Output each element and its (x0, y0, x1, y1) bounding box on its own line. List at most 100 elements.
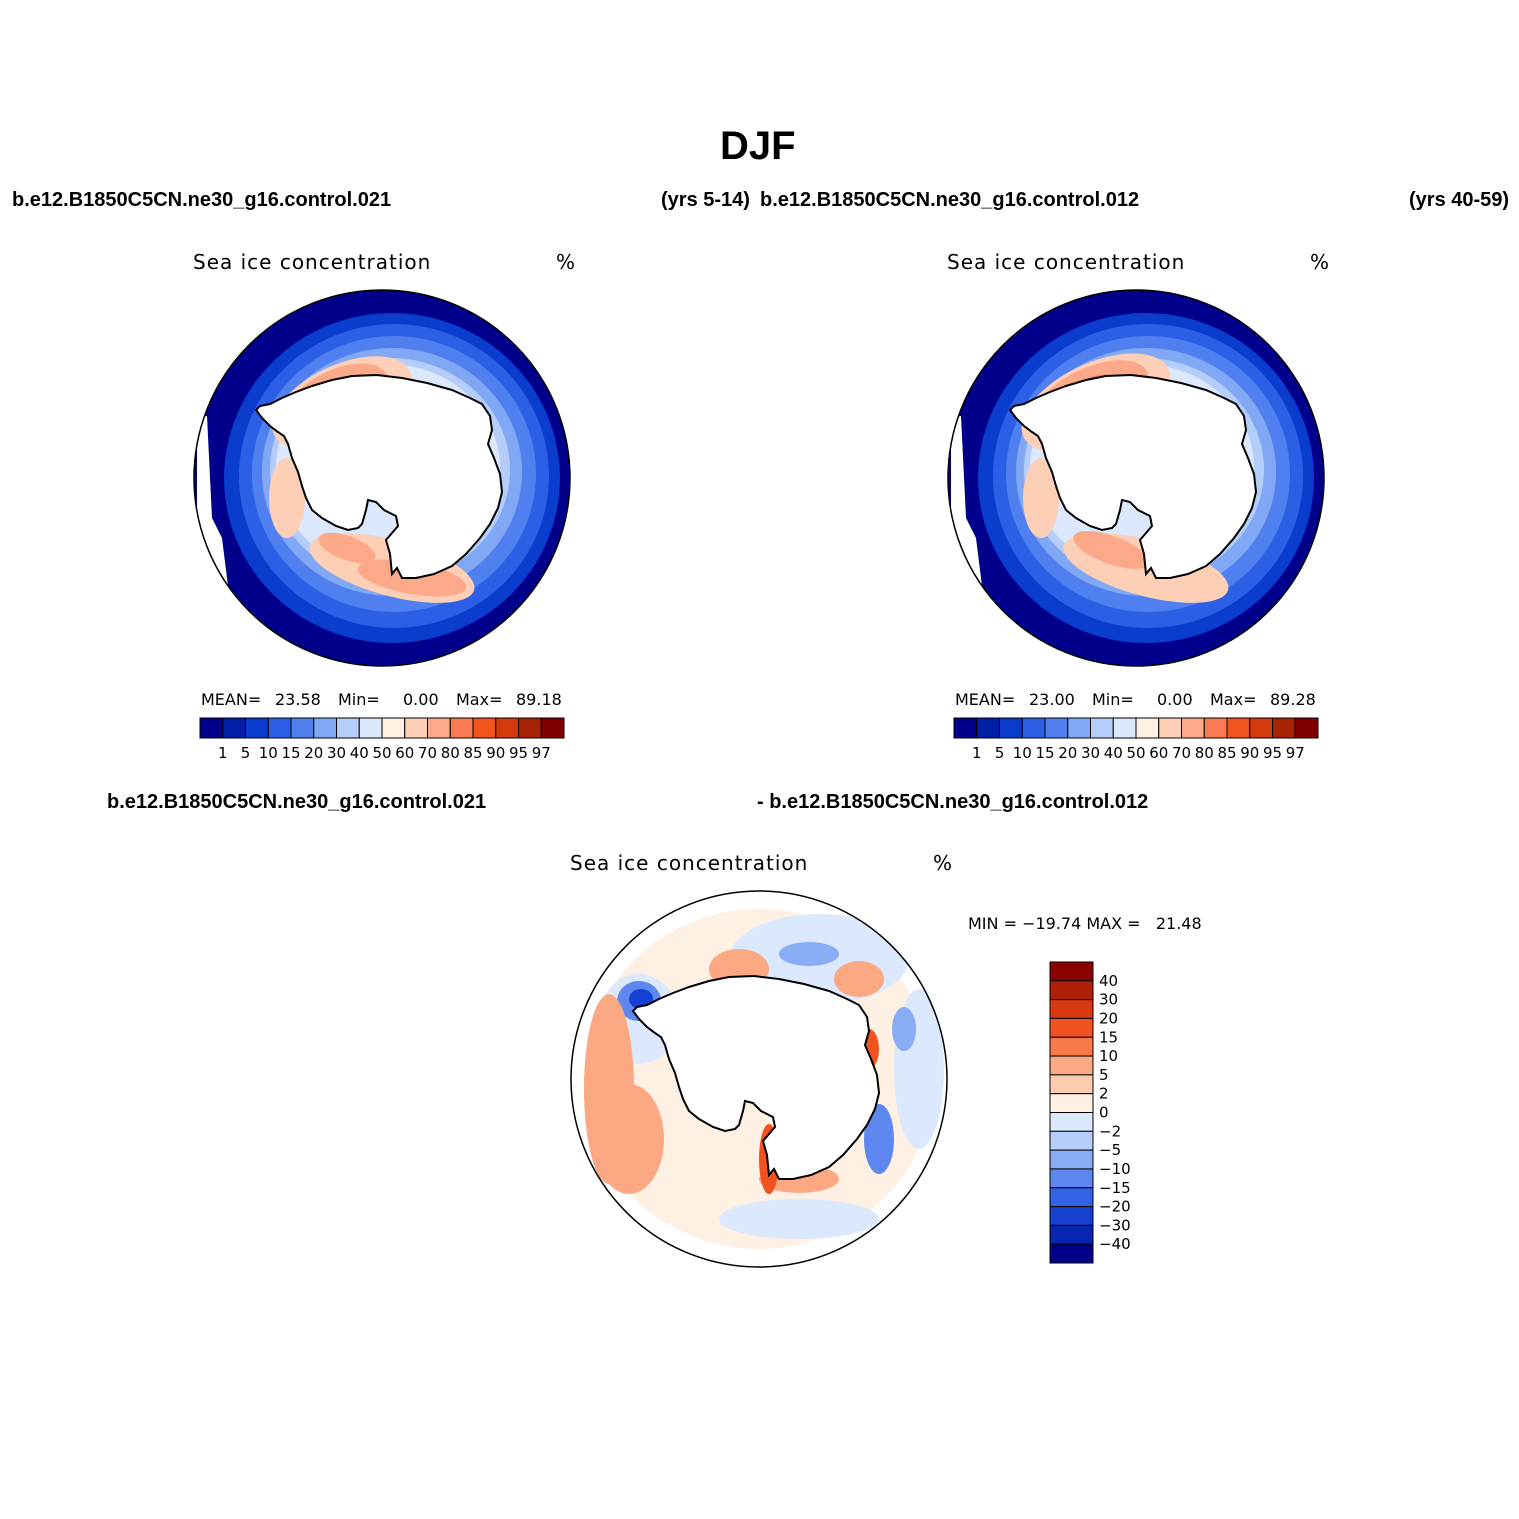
colorbar-1-tick-label: 40 (350, 744, 369, 762)
colorbar-3-tick-label: 20 (1099, 1009, 1118, 1027)
colorbar-2-tick-label: 80 (1195, 744, 1214, 762)
colorbar-2-swatch (1249, 717, 1273, 739)
colorbar-panel-2: 1 5 10 15 20 30 40 50 60 70 80 85 90 95 97 (953, 717, 1319, 762)
panel1-min: 0.00 (403, 690, 439, 709)
colorbar-1-swatch (495, 717, 519, 739)
panel1-mean-label: MEAN= (201, 690, 262, 709)
colorbar-1-tick-label: 5 (241, 744, 251, 762)
map-panel-2 (948, 290, 1324, 666)
colorbar-2-tick-label: 10 (1013, 744, 1032, 762)
panel2-min-label: Min= (1092, 690, 1134, 709)
colorbar-1-swatch (267, 717, 292, 739)
colorbar-3-swatch (1049, 1017, 1094, 1038)
colorbar-3-swatch (1049, 980, 1094, 1001)
colorbar-1-swatch (518, 717, 542, 739)
colorbar-3-tick-label: −5 (1099, 1141, 1121, 1159)
colorbar-3-swatch (1049, 1055, 1094, 1076)
colorbar-3-tick-label: 10 (1099, 1047, 1118, 1065)
colorbar-2-tick-label: 1 (972, 744, 982, 762)
colorbar-1-swatch (404, 717, 428, 739)
map-panel-2-border (947, 289, 1325, 667)
colorbar-3-swatch (1049, 961, 1094, 982)
header-top-left-years: (yrs 5-14) (661, 189, 750, 211)
colorbar-2-tick-label: 15 (1035, 744, 1054, 762)
header-diff-right-case: - b.e12.B1850C5CN.ne30_g16.control.012 (757, 791, 1149, 813)
map-panel-1-border (193, 289, 571, 667)
colorbar-2-swatch (999, 717, 1023, 739)
colorbar-2-swatch (976, 717, 1000, 739)
colorbar-3-swatch (1049, 1224, 1094, 1245)
colorbar-1-tick-label: 15 (281, 744, 300, 762)
colorbar-1-swatch (381, 717, 406, 739)
colorbar-3-tick-label: 30 (1099, 991, 1118, 1009)
colorbar-3-swatch (1049, 1149, 1094, 1170)
map-panel-1 (194, 290, 570, 666)
colorbar-2-tick-label: 5 (995, 744, 1005, 762)
colorbar-1-swatch (290, 717, 315, 739)
colorbar-2-swatch (1067, 717, 1091, 739)
colorbar-2-swatch (1090, 717, 1114, 739)
colorbar-1-tick-label: 1 (218, 744, 228, 762)
colorbar-1-swatch (222, 717, 246, 739)
colorbar-3-tick-label: −10 (1099, 1160, 1131, 1178)
panel1-max: 89.18 (516, 690, 562, 709)
colorbar-2-swatch (1226, 717, 1251, 739)
panel2-units: % (1310, 250, 1330, 274)
panel1-mean: 23.58 (275, 690, 321, 709)
colorbar-2-tick-label: 30 (1081, 744, 1100, 762)
colorbar-1-tick-label: 50 (372, 744, 391, 762)
header-top-right-years: (yrs 40-59) (1409, 189, 1510, 211)
panel3-minmax: MIN = −19.74 MAX = 21.48 (968, 914, 1202, 933)
colorbar-1-swatch (358, 717, 383, 739)
colorbar-1-tick-label: 20 (304, 744, 323, 762)
panel3-units: % (933, 851, 953, 875)
colorbar-2-swatch (953, 717, 978, 739)
panel2-mean-label: MEAN= (955, 690, 1016, 709)
colorbar-3-swatch (1049, 1036, 1094, 1057)
colorbar-2-swatch (1021, 717, 1046, 739)
colorbar-2-tick-label: 90 (1240, 744, 1259, 762)
colorbar-panel-1: 1 5 10 15 20 30 40 50 60 70 80 85 90 95 97 (199, 717, 565, 762)
colorbar-1-tick-label: 60 (395, 744, 414, 762)
colorbar-1-swatch (449, 717, 474, 739)
colorbar-2-tick-label: 95 (1263, 744, 1282, 762)
colorbar-2-swatch (1044, 717, 1069, 739)
map-panel-3 (571, 891, 947, 1267)
colorbar-3-tick-label: −2 (1099, 1122, 1121, 1140)
map-panel-3-border (570, 890, 948, 1268)
colorbar-1-swatch (336, 717, 360, 739)
colorbar-3-tick-label: −30 (1099, 1216, 1131, 1234)
colorbar-2-swatch (1158, 717, 1182, 739)
colorbar-2-tick-label: 40 (1104, 744, 1123, 762)
colorbar-2-tick-label: 20 (1058, 744, 1077, 762)
colorbar-2-tick-label: 50 (1126, 744, 1145, 762)
colorbar-1-swatch (540, 717, 565, 739)
colorbar-3-swatch (1049, 1187, 1094, 1208)
colorbar-3-swatch (1049, 1168, 1094, 1189)
colorbar-2-tick-label: 97 (1286, 744, 1305, 762)
colorbar-3-tick-label: 5 (1099, 1066, 1109, 1084)
colorbar-1-tick-label: 70 (418, 744, 437, 762)
colorbar-3-tick-label: 2 (1099, 1085, 1109, 1103)
colorbar-1-tick-label: 10 (259, 744, 278, 762)
colorbar-1-swatch (245, 717, 269, 739)
colorbar-2-swatch (1203, 717, 1228, 739)
header-top-left-case: b.e12.B1850C5CN.ne30_g16.control.021 (12, 189, 392, 211)
colorbar-3-swatch (1049, 1130, 1094, 1151)
colorbar-1-tick-label: 85 (463, 744, 482, 762)
colorbar-3-swatch (1049, 1112, 1094, 1132)
colorbar-3-tick-label: 40 (1099, 972, 1118, 990)
colorbar-3-swatch (1049, 1074, 1094, 1095)
colorbar-1-tick-label: 97 (532, 744, 551, 762)
panel3-variable: Sea ice concentration (570, 851, 809, 875)
panel2-min: 0.00 (1157, 690, 1193, 709)
panel2-mean: 23.00 (1029, 690, 1075, 709)
colorbar-2-swatch (1112, 717, 1137, 739)
colorbar-2-swatch (1181, 717, 1205, 739)
colorbar-3-tick-label: −20 (1099, 1198, 1131, 1216)
colorbar-2-swatch (1272, 717, 1296, 739)
colorbar-1-swatch (199, 717, 224, 739)
colorbar-1-tick-label: 90 (486, 744, 505, 762)
colorbar-2-swatch (1135, 717, 1160, 739)
